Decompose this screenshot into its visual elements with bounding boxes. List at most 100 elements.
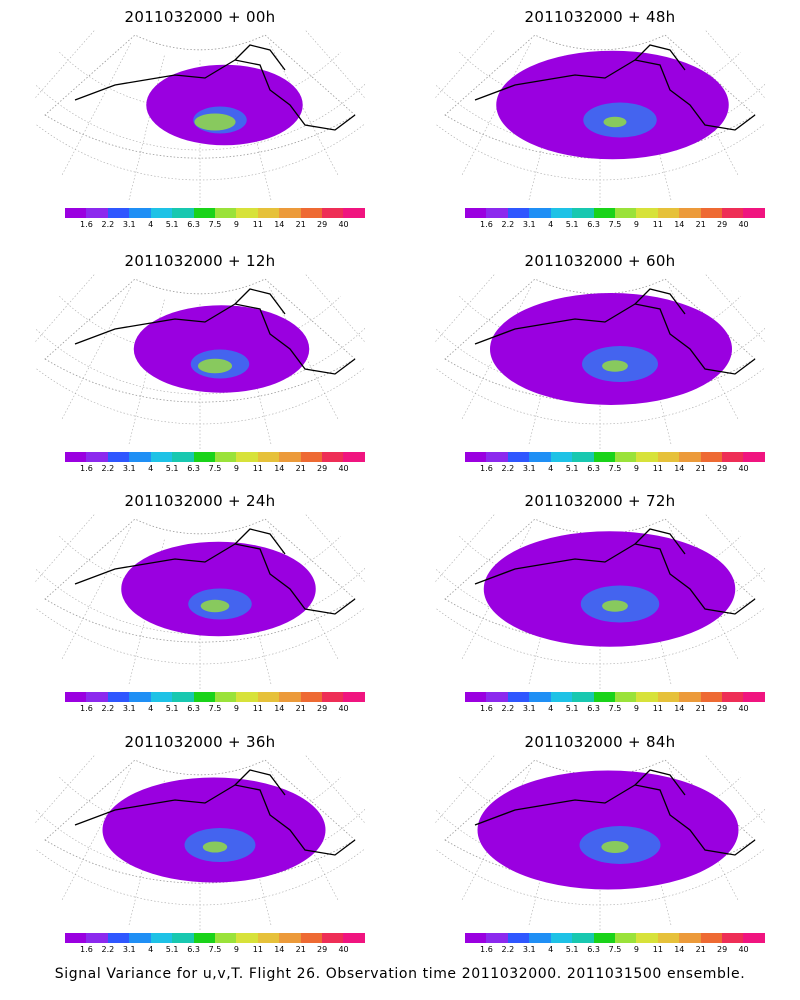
variance-peak	[601, 841, 629, 853]
polar-map	[35, 755, 365, 930]
panel-title: 2011032000 + 84h	[524, 733, 676, 751]
colorbar-labels: 1.6 2.2 3.1 4 5.1 6.3 7.5 9 11 14 21 29 40	[55, 220, 375, 230]
colorbar-swatch	[743, 208, 765, 218]
meridian-line	[61, 767, 131, 902]
colorbar-swatch	[572, 452, 594, 462]
coastline	[74, 288, 356, 375]
colorbar-swatch	[150, 692, 173, 702]
colorbar-swatch	[257, 692, 280, 702]
colorbar-swatch	[614, 208, 637, 218]
colorbar-tick-label: 40	[338, 945, 349, 954]
polar-map	[435, 274, 765, 449]
map-panel: 2011032000 + 48h 1.6 2.2 3.1 4 5.1 6.3 7.5 9 11 14…	[420, 8, 780, 248]
variance-peak	[200, 599, 230, 613]
colorbar-swatch	[322, 452, 344, 462]
colorbar-tick-label: 2.2	[101, 945, 115, 954]
colorbar-swatch	[507, 933, 530, 943]
panel-title: 2011032000 + 12h	[124, 252, 276, 270]
colorbar-tick-label: 7.5	[208, 220, 222, 229]
colorbar-labels: 1.6 2.2 3.1 4 5.1 6.3 7.5 9 11 14 21 29 40	[455, 220, 775, 230]
colorbar-tick-label: 5.1	[165, 220, 179, 229]
colorbar	[465, 452, 765, 462]
colorbar-tick-label: 40	[738, 704, 749, 713]
colorbar-swatch	[322, 208, 344, 218]
variance-peak	[603, 116, 627, 128]
colorbar-swatch	[150, 208, 173, 218]
colorbar-tick-label: 29	[717, 464, 728, 473]
colorbar-swatch	[572, 208, 594, 218]
colorbar-tick-label: 9	[633, 704, 639, 713]
meridian-line	[61, 42, 131, 177]
meridian-line	[35, 30, 96, 99]
colorbar-swatch	[743, 452, 765, 462]
colorbar-tick-label: 4	[548, 220, 554, 229]
colorbar-tick-label: 4	[148, 464, 154, 473]
colorbar-swatch	[86, 208, 108, 218]
colorbar-swatch	[700, 208, 723, 218]
colorbar-swatch	[700, 692, 723, 702]
colorbar-swatch	[343, 933, 365, 943]
colorbar-swatch	[107, 933, 130, 943]
colorbar-swatch	[529, 933, 551, 943]
variance-field	[146, 64, 303, 146]
colorbar-tick-label: 7.5	[608, 945, 622, 954]
colorbar-tick-label: 5.1	[565, 945, 579, 954]
colorbar-swatch	[636, 692, 658, 702]
colorbar-tick-label: 1.6	[80, 464, 93, 473]
colorbar-swatch	[679, 933, 701, 943]
colorbar-swatch	[343, 452, 365, 462]
colorbar-swatch	[679, 452, 701, 462]
meridian-line	[304, 30, 365, 99]
colorbar-swatch	[193, 452, 215, 462]
colorbar-tick-label: 21	[295, 945, 306, 954]
polar-map	[35, 514, 365, 689]
colorbar-tick-label: 4	[148, 704, 154, 713]
colorbar-tick-label: 11	[252, 464, 263, 473]
polar-map	[435, 30, 765, 205]
colorbar-swatch	[679, 208, 701, 218]
colorbar-swatch	[300, 452, 323, 462]
colorbar-swatch	[550, 692, 573, 702]
meridian-line	[61, 526, 131, 661]
colorbar-tick-label: 5.1	[165, 464, 179, 473]
panel-title: 2011032000 + 00h	[124, 8, 276, 26]
colorbar-swatch	[236, 208, 258, 218]
colorbar-tick-label: 7.5	[208, 945, 222, 954]
colorbar-swatch	[343, 692, 365, 702]
colorbar-tick-label: 6.3	[587, 945, 600, 954]
colorbar-labels: 1.6 2.2 3.1 4 5.1 6.3 7.5 9 11 14 21 29 40	[55, 704, 375, 714]
colorbar-swatch	[593, 208, 615, 218]
colorbar-tick-label: 11	[252, 945, 263, 954]
colorbar-swatch	[722, 208, 744, 218]
colorbar-tick-label: 21	[295, 220, 306, 229]
colorbar-labels: 1.6 2.2 3.1 4 5.1 6.3 7.5 9 11 14 21 29 40	[55, 464, 375, 474]
colorbar-swatch	[743, 692, 765, 702]
colorbar-swatch	[214, 933, 237, 943]
colorbar-tick-label: 1.6	[480, 704, 493, 713]
colorbar-swatch	[657, 933, 680, 943]
colorbar-swatch	[172, 933, 194, 943]
colorbar-tick-label: 14	[274, 945, 285, 954]
colorbar-swatch	[722, 452, 744, 462]
colorbar-tick-label: 11	[652, 945, 663, 954]
colorbar-tick-label: 2.2	[101, 220, 115, 229]
colorbar-tick-label: 3.1	[122, 704, 136, 713]
panel-title: 2011032000 + 36h	[124, 733, 276, 751]
colorbar-tick-label: 29	[317, 220, 328, 229]
colorbar-swatch	[614, 452, 637, 462]
colorbar-tick-label: 2.2	[101, 704, 115, 713]
colorbar-tick-label: 3.1	[522, 464, 536, 473]
colorbar-tick-label: 14	[674, 945, 685, 954]
coastline	[74, 769, 356, 856]
colorbar-tick-label: 4	[148, 220, 154, 229]
meridian-line	[704, 30, 765, 99]
colorbar-tick-label: 29	[717, 945, 728, 954]
coastline	[474, 44, 756, 131]
coastline	[74, 44, 356, 131]
colorbar-tick-label: 9	[633, 464, 639, 473]
panel-title: 2011032000 + 48h	[524, 8, 676, 26]
colorbar-tick-label: 14	[274, 464, 285, 473]
colorbar-tick-label: 6.3	[587, 220, 600, 229]
colorbar-swatch	[129, 933, 151, 943]
colorbar-swatch	[214, 208, 237, 218]
